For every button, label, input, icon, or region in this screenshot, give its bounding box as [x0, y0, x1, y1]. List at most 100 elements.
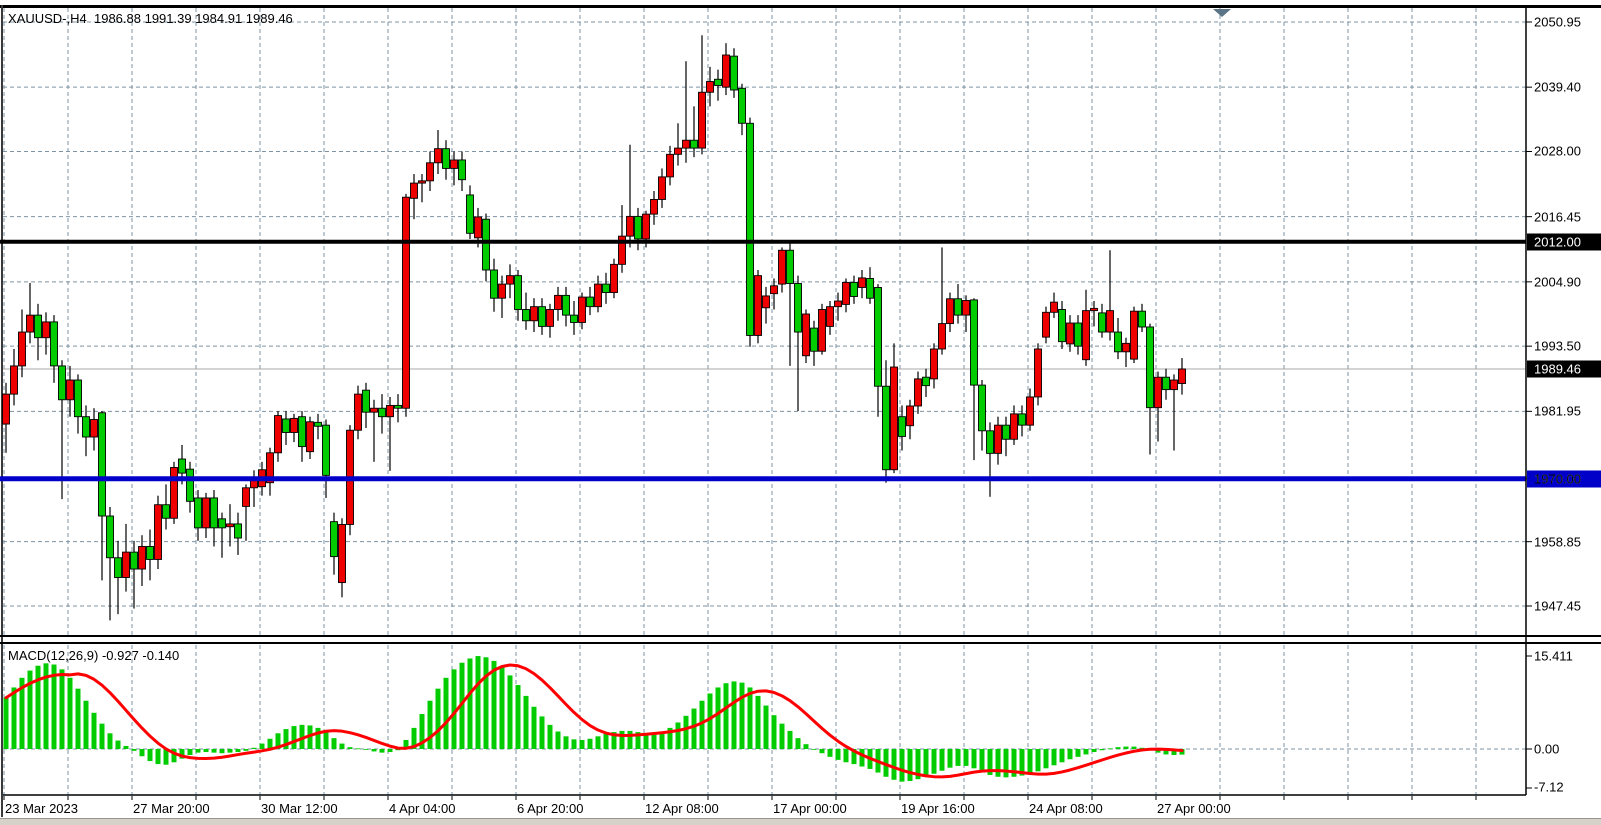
candle-bull: [386, 396, 394, 471]
candle-body: [122, 551, 130, 578]
macd-bar: [939, 749, 945, 771]
candle-body: [394, 404, 402, 409]
candle-body: [650, 199, 658, 215]
candle-body: [1050, 301, 1058, 313]
macd-bar: [779, 723, 785, 749]
macd-bar: [499, 666, 505, 749]
macd-bar: [843, 749, 849, 763]
price-axis-label: 2028.00: [1534, 143, 1581, 159]
time-axis-label: 23 Mar 2023: [5, 801, 78, 816]
candle-bull: [682, 61, 690, 163]
candle-bull: [1082, 289, 1090, 366]
candle-bear: [986, 422, 994, 497]
candle-bear: [378, 394, 386, 434]
candle-body: [706, 81, 714, 93]
candle-body: [1018, 413, 1026, 426]
candle-body: [602, 283, 610, 294]
candle-bull: [138, 535, 146, 586]
macd-bar: [91, 712, 97, 749]
candle-bull: [706, 66, 714, 107]
candle-body: [802, 313, 810, 357]
macd-bar: [683, 715, 689, 749]
macd-bar: [715, 687, 721, 749]
candle-body: [354, 393, 362, 431]
title-spacer: [87, 11, 94, 26]
candle-bull: [890, 343, 898, 474]
candle-bull: [1010, 405, 1018, 445]
macd-bar: [699, 700, 705, 749]
candle-body: [18, 331, 26, 367]
candle-body: [698, 91, 706, 149]
candle-bull: [426, 151, 434, 191]
price-axis-label: 2016.45: [1534, 209, 1581, 225]
macd-bar: [963, 749, 969, 766]
candle-body: [154, 504, 162, 560]
macd-bar: [907, 749, 913, 781]
candle-bear: [874, 284, 882, 417]
candle-body: [298, 416, 306, 448]
macd-bar: [83, 700, 89, 749]
candle-bull: [10, 348, 18, 406]
candle-body: [770, 285, 778, 295]
candle-bear: [218, 512, 226, 558]
macd-bar: [1155, 749, 1161, 753]
macd-bar: [387, 749, 393, 753]
candle-body: [42, 321, 50, 339]
candle-bear: [586, 286, 594, 316]
macd-bar: [187, 749, 193, 756]
candle-bear: [690, 106, 698, 158]
candle-bull: [1122, 337, 1130, 368]
candle-body: [50, 321, 58, 367]
candle-body: [946, 298, 954, 325]
candle-bull: [754, 269, 762, 344]
candle-bear: [786, 241, 794, 366]
candle-bull: [154, 495, 162, 570]
candle-bull: [818, 303, 826, 355]
candle-bull: [434, 130, 442, 175]
macd-bar: [651, 733, 657, 749]
candle-body: [1146, 326, 1154, 409]
candle-body: [218, 518, 226, 529]
price-axis-label: 1970.00: [1534, 471, 1581, 487]
macd-bar: [363, 749, 369, 750]
candle-body: [938, 323, 946, 350]
candle-body: [1122, 342, 1130, 353]
candle-bear: [482, 213, 490, 282]
macd-bar: [1027, 749, 1033, 774]
candle-body: [562, 294, 570, 316]
candle-body: [66, 379, 74, 401]
candle-body: [914, 378, 922, 407]
macd-bar: [539, 716, 545, 749]
macd-bar: [99, 723, 105, 749]
macd-bar: [323, 732, 329, 749]
price-axis-label: 1947.45: [1534, 598, 1581, 614]
candle-body: [434, 148, 442, 164]
candle-bear: [186, 461, 194, 513]
candle-body: [610, 263, 618, 294]
candle-bull: [938, 247, 946, 355]
macd-bar: [339, 743, 345, 749]
candle-body: [1106, 310, 1114, 333]
macd-bar: [731, 681, 737, 749]
candle-body: [674, 147, 682, 155]
macd-bar: [115, 740, 121, 749]
macd-bar: [635, 732, 641, 749]
macd-bar: [1171, 749, 1177, 756]
macd-bar: [771, 715, 777, 749]
candle-bull: [242, 484, 250, 541]
symbol-period-label: XAUUSD-,H4: [8, 11, 87, 26]
time-axis-label: 4 Apr 04:00: [389, 801, 456, 816]
candle-body: [1138, 310, 1146, 328]
candle-body: [962, 300, 970, 316]
macd-bar: [1059, 749, 1065, 763]
candle-body: [130, 551, 138, 570]
macd-bar: [643, 733, 649, 749]
candle-bear: [362, 382, 370, 428]
candle-bull: [946, 292, 954, 333]
candle-bull: [410, 174, 418, 220]
macd-bar: [235, 749, 241, 753]
candle-body: [450, 159, 458, 169]
candle-body: [306, 421, 314, 453]
